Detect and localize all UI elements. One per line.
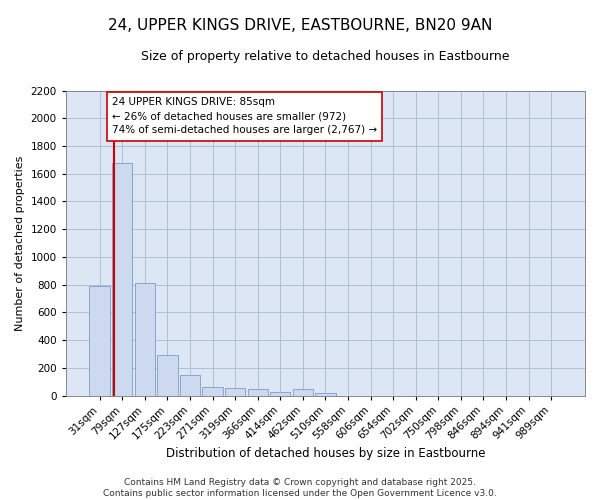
Bar	[248, 390, 268, 396]
Bar	[180, 375, 200, 396]
Bar	[315, 394, 335, 396]
Bar	[89, 286, 110, 396]
Bar	[157, 354, 178, 396]
Title: Size of property relative to detached houses in Eastbourne: Size of property relative to detached ho…	[141, 50, 509, 63]
Text: 24, UPPER KINGS DRIVE, EASTBOURNE, BN20 9AN: 24, UPPER KINGS DRIVE, EASTBOURNE, BN20 …	[108, 18, 492, 32]
Text: 24 UPPER KINGS DRIVE: 85sqm
← 26% of detached houses are smaller (972)
74% of se: 24 UPPER KINGS DRIVE: 85sqm ← 26% of det…	[112, 98, 377, 136]
X-axis label: Distribution of detached houses by size in Eastbourne: Distribution of detached houses by size …	[166, 447, 485, 460]
Bar	[293, 388, 313, 396]
Bar	[270, 392, 290, 396]
Bar	[202, 387, 223, 396]
Bar	[225, 388, 245, 396]
Text: Contains HM Land Registry data © Crown copyright and database right 2025.
Contai: Contains HM Land Registry data © Crown c…	[103, 478, 497, 498]
Y-axis label: Number of detached properties: Number of detached properties	[15, 156, 25, 330]
Bar	[112, 162, 133, 396]
Bar	[134, 284, 155, 396]
